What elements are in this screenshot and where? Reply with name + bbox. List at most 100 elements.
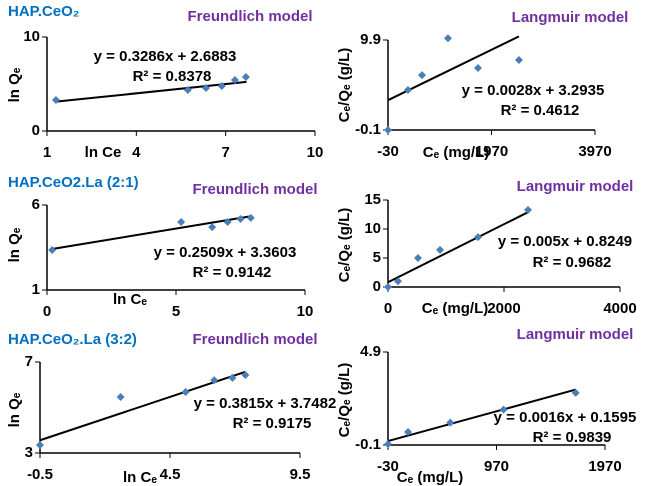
trendline	[55, 80, 247, 103]
data-point	[241, 370, 250, 379]
x-axis-label: Cₑ (mg/L)	[423, 144, 489, 161]
r-squared: R² = 0.9142	[193, 264, 272, 281]
r-squared: R² = 0.9839	[533, 429, 612, 446]
y-tick-label: 0	[32, 122, 40, 139]
data-point	[208, 223, 217, 232]
y-tick-label: 1	[32, 281, 40, 298]
data-point	[48, 246, 57, 255]
data-point	[177, 218, 186, 226]
y-tick-label: 9.9	[360, 31, 381, 48]
trendline	[387, 211, 529, 284]
y-tick-label: -0.1	[355, 121, 381, 138]
y-tick-label: 3	[25, 444, 33, 461]
data-point	[236, 214, 245, 223]
y-axis-label: Cₑ/Qₑ (g/L)	[336, 208, 353, 283]
sample-label: HAP.CeO₂.La (3:2)	[8, 331, 137, 348]
data-point	[202, 84, 211, 93]
y-tick-label: 10	[23, 28, 40, 45]
y-tick-label: 15	[364, 191, 381, 208]
r-squared: R² = 0.4612	[501, 102, 580, 119]
data-point	[499, 405, 508, 414]
data-point	[223, 218, 232, 226]
x-tick-label: 4000	[603, 300, 636, 317]
y-tick-label: 6	[32, 196, 40, 213]
data-point	[514, 55, 523, 64]
data-point	[384, 440, 392, 449]
equation: y = 0.0028x + 3.2935	[462, 82, 605, 99]
x-tick-label: 970	[484, 458, 509, 475]
data-point	[384, 283, 392, 291]
x-tick-label: -30	[377, 458, 399, 475]
x-tick-label: 10	[307, 144, 324, 161]
chart-title: Langmuir model	[517, 326, 634, 343]
data-point	[474, 233, 483, 242]
trendline	[387, 388, 576, 443]
x-tick-label: 4	[132, 144, 141, 161]
data-point	[413, 254, 422, 262]
x-tick-label: 1970	[588, 458, 621, 475]
y-tick-label: 7	[25, 353, 33, 370]
data-point	[241, 73, 250, 82]
data-point	[217, 81, 226, 90]
y-tick-label: 5	[373, 249, 381, 266]
x-tick-label: 1	[43, 144, 51, 161]
x-tick-label: 2000	[487, 300, 520, 317]
r-squared: R² = 0.8378	[133, 68, 212, 85]
data-point	[473, 63, 482, 72]
x-tick-label: 0	[43, 303, 51, 320]
data-point	[210, 376, 219, 385]
data-point	[443, 34, 452, 43]
trendline	[51, 215, 251, 251]
x-axis-label: Cₑ (mg/L)	[422, 300, 488, 317]
x-axis-label: ln Cₑ	[123, 469, 157, 486]
x-tick-label: 10	[297, 303, 314, 320]
data-point	[384, 126, 392, 134]
x-tick-label: 7	[221, 144, 229, 161]
x-tick-label: 4.5	[160, 466, 181, 483]
equation: y = 0.0016x + 0.1595	[494, 409, 637, 426]
x-tick-label: 0	[384, 300, 392, 317]
y-tick-label: 0	[373, 278, 381, 295]
data-point	[571, 388, 580, 397]
data-point	[404, 427, 413, 436]
x-tick-label: 9.5	[290, 466, 311, 483]
r-squared: R² = 0.9175	[233, 415, 312, 432]
data-point	[436, 245, 445, 254]
data-point	[446, 418, 455, 427]
data-point	[417, 71, 426, 80]
chart-title: Freundlich model	[192, 331, 317, 348]
chart-title: Freundlich model	[192, 181, 317, 198]
chart-title: Langmuir model	[512, 9, 629, 26]
y-tick-label: 10	[364, 220, 381, 237]
equation: y = 0.005x + 0.8249	[498, 233, 632, 250]
y-axis-label: ln Qₑ	[6, 227, 23, 262]
y-tick-label: 4.9	[360, 343, 381, 360]
y-axis-label: Cₑ/Qₑ (g/L)	[336, 363, 353, 438]
data-point	[51, 95, 60, 104]
x-axis-label: ln Ce	[85, 144, 122, 161]
equation: y = 0.2509x + 3.3603	[154, 244, 297, 261]
y-axis-label: Cₑ/Qₑ (g/L)	[336, 48, 353, 123]
equation: y = 0.3815x + 3.7482	[194, 395, 337, 412]
y-tick-label: -0.1	[355, 436, 381, 453]
data-point	[524, 205, 533, 214]
sample-label: HAP.CeO2.La (2:1)	[8, 174, 139, 191]
data-point	[393, 277, 402, 286]
sample-label: HAP.CeO₂	[8, 3, 79, 20]
x-axis-label: ln Cₑ	[113, 291, 147, 308]
data-point	[116, 393, 125, 402]
data-point	[36, 441, 44, 450]
x-tick-label: -0.5	[27, 466, 53, 483]
data-point	[403, 86, 412, 95]
y-axis-label: ln Qₑ	[6, 67, 23, 102]
x-tick-label: -30	[377, 143, 399, 160]
data-point	[181, 388, 190, 397]
data-point	[228, 373, 237, 382]
x-tick-label: 5	[172, 303, 180, 320]
x-tick-label: 1970	[475, 143, 508, 160]
data-point	[246, 213, 255, 222]
r-squared: R² = 0.9682	[533, 254, 612, 271]
data-point	[183, 86, 192, 95]
y-axis-label: ln Qₑ	[6, 392, 23, 427]
